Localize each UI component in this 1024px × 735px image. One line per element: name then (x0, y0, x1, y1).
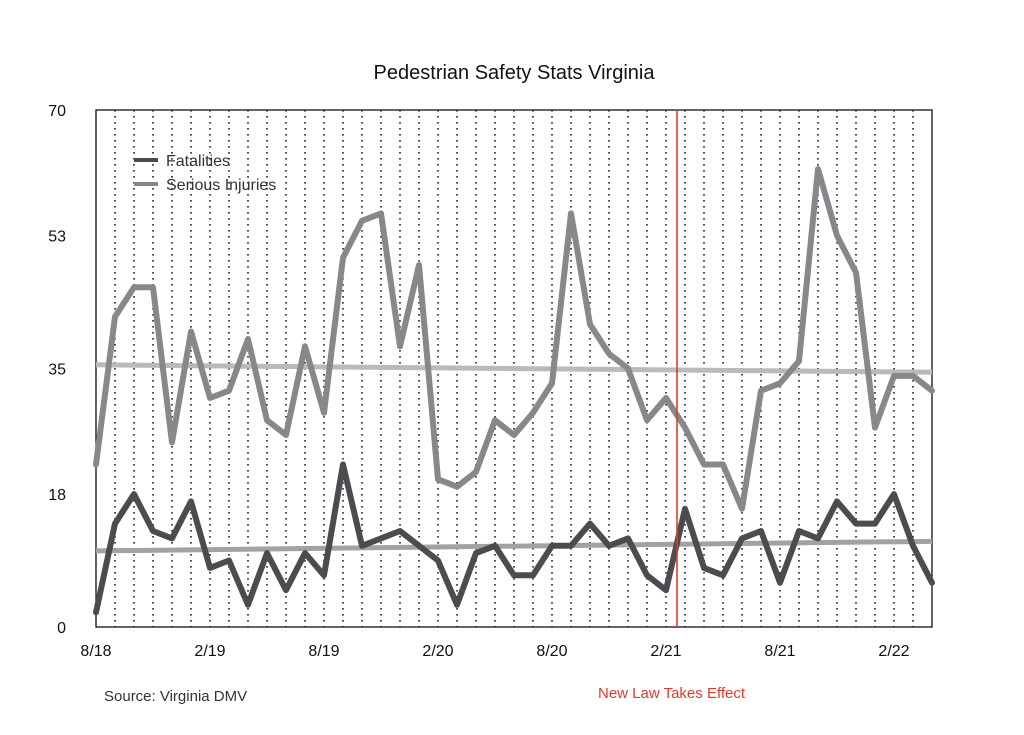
legend-label-serious-injuries: Serious Injuries (166, 177, 276, 194)
y-tick-label: 35 (48, 362, 66, 379)
y-tick-label: 0 (57, 620, 66, 637)
x-tick-label: 8/18 (80, 643, 111, 660)
chart-title: Pedestrian Safety Stats Virginia (374, 62, 656, 84)
y-tick-label: 70 (48, 103, 66, 120)
legend: Fatalities Serious Injuries (134, 153, 276, 194)
y-tick-label: 18 (48, 487, 66, 504)
x-tick-label: 8/19 (308, 643, 339, 660)
legend-label-fatalities: Fatalities (166, 153, 230, 170)
x-tick-label: 8/20 (536, 643, 567, 660)
event-annotation: New Law Takes Effect (598, 685, 746, 702)
x-tick-label: 8/21 (764, 643, 795, 660)
x-tick-label: 2/20 (422, 643, 453, 660)
y-tick-label: 53 (48, 229, 66, 246)
x-tick-label: 2/21 (650, 643, 681, 660)
series-line-serious-injuries (93, 166, 935, 512)
y-axis-ticks: 0 18 35 53 70 (48, 103, 66, 637)
series-lines (93, 166, 935, 616)
x-axis-ticks: 8/18 2/19 8/19 2/20 8/20 2/21 8/21 2/22 (80, 643, 909, 660)
source-note: Source: Virginia DMV (104, 688, 247, 705)
x-tick-label: 2/19 (194, 643, 225, 660)
series-line-fatalities (93, 461, 935, 616)
x-tick-label: 2/22 (878, 643, 909, 660)
